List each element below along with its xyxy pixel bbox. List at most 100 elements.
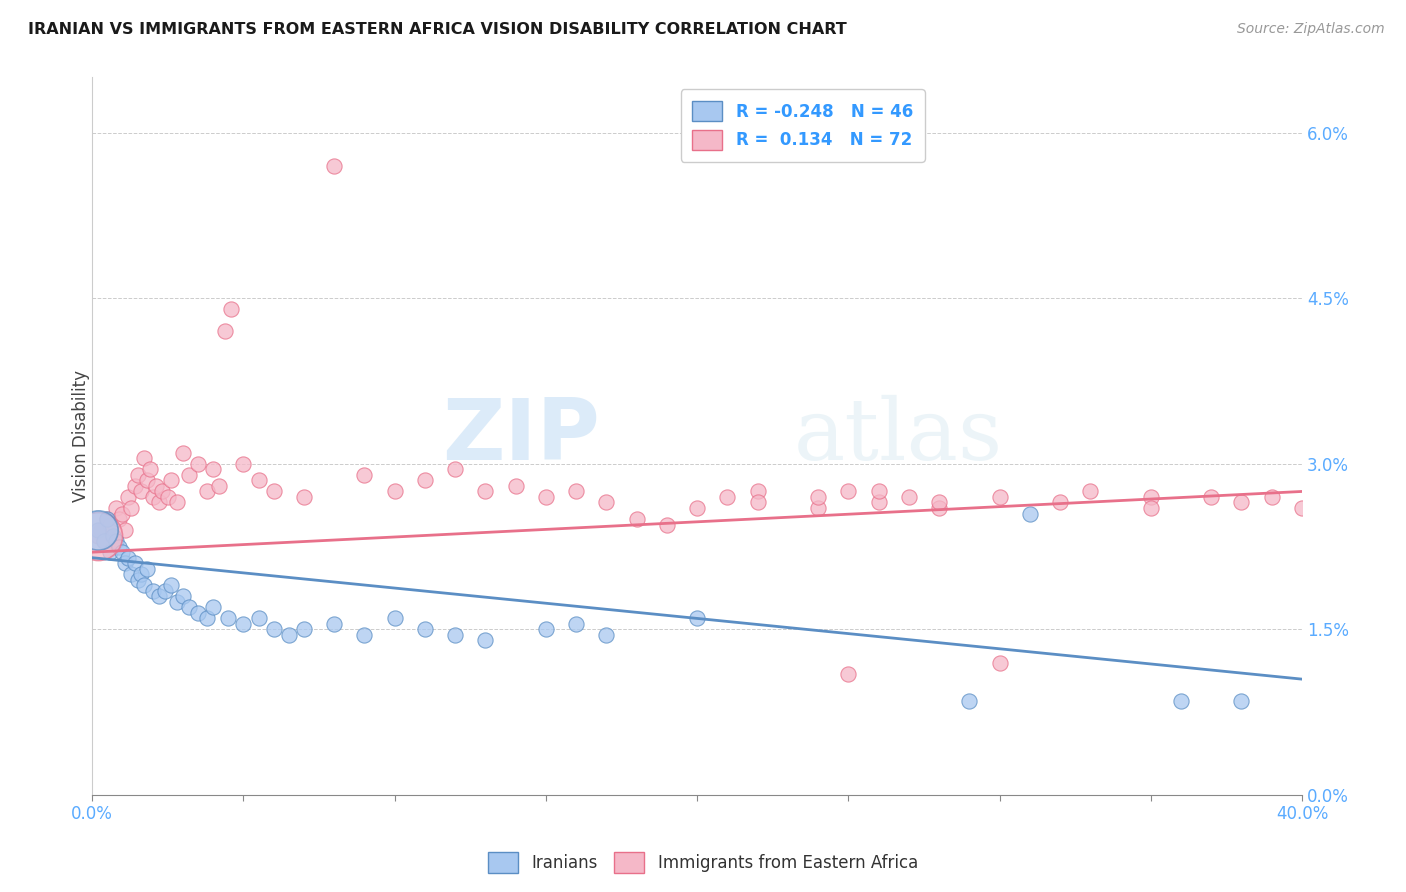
Point	[187, 606, 209, 620]
Point	[159, 578, 181, 592]
Point	[686, 611, 709, 625]
Point	[655, 517, 678, 532]
Legend: R = -0.248   N = 46, R =  0.134   N = 72: R = -0.248 N = 46, R = 0.134 N = 72	[681, 89, 925, 161]
Point	[156, 490, 179, 504]
Point	[114, 523, 136, 537]
Point	[988, 490, 1011, 504]
Point	[474, 484, 496, 499]
Point	[1139, 490, 1161, 504]
Point	[716, 490, 738, 504]
Point	[1260, 490, 1282, 504]
Point	[105, 534, 128, 549]
Point	[117, 490, 139, 504]
Point	[1230, 694, 1253, 708]
Point	[90, 523, 112, 537]
Point	[166, 495, 188, 509]
Point	[202, 600, 225, 615]
Point	[534, 490, 557, 504]
Point	[108, 540, 131, 554]
Point	[292, 490, 315, 504]
Point	[135, 562, 157, 576]
Point	[868, 484, 890, 499]
Point	[98, 517, 121, 532]
Legend: Iranians, Immigrants from Eastern Africa: Iranians, Immigrants from Eastern Africa	[481, 846, 925, 880]
Point	[129, 484, 152, 499]
Text: ZIP: ZIP	[443, 395, 600, 478]
Point	[384, 611, 406, 625]
Point	[87, 523, 110, 537]
Point	[98, 545, 121, 559]
Point	[87, 528, 110, 542]
Point	[111, 507, 134, 521]
Point	[957, 694, 980, 708]
Point	[159, 474, 181, 488]
Point	[686, 501, 709, 516]
Point	[232, 616, 254, 631]
Point	[1018, 507, 1040, 521]
Point	[177, 600, 200, 615]
Point	[595, 495, 617, 509]
Point	[202, 462, 225, 476]
Point	[145, 479, 167, 493]
Point	[565, 484, 588, 499]
Point	[747, 495, 769, 509]
Point	[807, 490, 830, 504]
Point	[247, 611, 270, 625]
Point	[124, 556, 146, 570]
Point	[96, 512, 118, 526]
Point	[124, 479, 146, 493]
Point	[138, 462, 160, 476]
Point	[153, 583, 176, 598]
Point	[121, 501, 143, 516]
Point	[103, 528, 125, 542]
Point	[988, 656, 1011, 670]
Point	[928, 501, 950, 516]
Point	[807, 501, 830, 516]
Point	[444, 628, 467, 642]
Point	[217, 611, 239, 625]
Point	[263, 484, 285, 499]
Point	[384, 484, 406, 499]
Point	[127, 573, 149, 587]
Point	[195, 484, 218, 499]
Point	[1139, 501, 1161, 516]
Point	[444, 462, 467, 476]
Point	[172, 446, 194, 460]
Point	[626, 512, 648, 526]
Point	[105, 501, 128, 516]
Point	[108, 512, 131, 526]
Point	[142, 490, 165, 504]
Point	[177, 467, 200, 482]
Point	[505, 479, 527, 493]
Point	[117, 550, 139, 565]
Point	[1078, 484, 1101, 499]
Text: IRANIAN VS IMMIGRANTS FROM EASTERN AFRICA VISION DISABILITY CORRELATION CHART: IRANIAN VS IMMIGRANTS FROM EASTERN AFRIC…	[28, 22, 846, 37]
Point	[263, 623, 285, 637]
Point	[232, 457, 254, 471]
Point	[135, 474, 157, 488]
Point	[87, 523, 110, 537]
Point	[837, 666, 859, 681]
Point	[323, 616, 346, 631]
Point	[221, 302, 243, 317]
Point	[142, 583, 165, 598]
Point	[103, 534, 125, 549]
Point	[1291, 501, 1313, 516]
Point	[121, 567, 143, 582]
Point	[353, 467, 375, 482]
Point	[595, 628, 617, 642]
Point	[534, 623, 557, 637]
Point	[1049, 495, 1071, 509]
Point	[247, 474, 270, 488]
Y-axis label: Vision Disability: Vision Disability	[72, 370, 90, 502]
Point	[96, 512, 118, 526]
Point	[214, 324, 236, 338]
Point	[111, 545, 134, 559]
Point	[148, 590, 170, 604]
Point	[323, 159, 346, 173]
Point	[166, 595, 188, 609]
Point	[837, 484, 859, 499]
Text: Source: ZipAtlas.com: Source: ZipAtlas.com	[1237, 22, 1385, 37]
Point	[413, 474, 436, 488]
Point	[127, 467, 149, 482]
